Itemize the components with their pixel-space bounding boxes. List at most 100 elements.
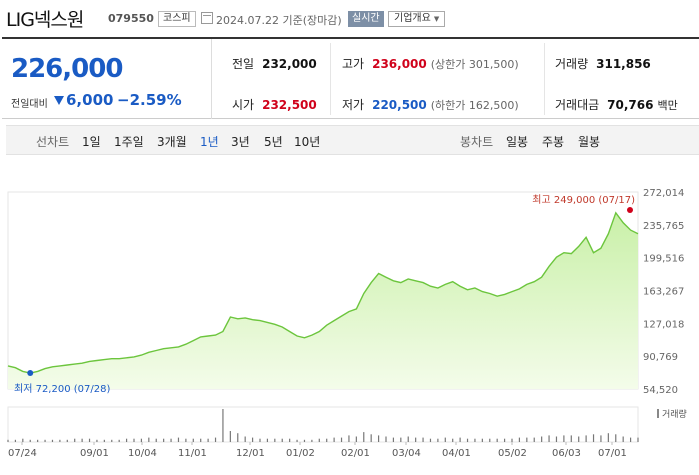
x-tick-label: 01/02 — [286, 448, 315, 459]
volume-bar — [489, 438, 491, 442]
high-label: 고가 — [342, 57, 365, 71]
volume-bar — [355, 436, 357, 442]
max-point-marker — [627, 207, 633, 213]
x-tick-label: 03/04 — [392, 448, 421, 459]
volume-bar — [637, 437, 639, 442]
tab-3y[interactable]: 3년 — [231, 135, 250, 149]
volume-bar — [200, 438, 202, 442]
x-tick-label: 09/01 — [80, 448, 109, 459]
candle-chart-label[interactable]: 봉차트 — [460, 135, 494, 149]
x-tick-label: 07/24 — [8, 448, 37, 459]
company-info-button[interactable]: 기업개요 ▼ — [388, 11, 446, 27]
volume-bar — [163, 438, 165, 442]
volume-bar — [392, 437, 395, 442]
y-tick-label: 90,769 — [643, 352, 678, 363]
volume-bar — [251, 437, 254, 442]
volume-bar — [192, 438, 194, 442]
y-tick-label: 235,765 — [643, 221, 684, 232]
x-tick-label: 04/01 — [442, 448, 471, 459]
amount-stat: 거래대금 70,766 백만 — [555, 96, 678, 113]
volume-bar — [140, 438, 143, 442]
tab-1w[interactable]: 1주일 — [114, 135, 144, 149]
price-chart[interactable]: 272,014 235,765 199,516 163,267 127,018 90,76… — [0, 165, 699, 471]
volume-bar — [111, 439, 113, 442]
line-chart-label[interactable]: 선차트 — [36, 135, 70, 149]
volume-bar — [170, 438, 172, 442]
price-chart-svg: 272,014 235,765 199,516 163,267 127,018 90,76… — [7, 188, 687, 459]
volume-bar — [585, 435, 587, 442]
prev-close-value: 232,000 — [262, 57, 317, 71]
tab-1d[interactable]: 1일 — [82, 135, 101, 149]
volume-bar — [333, 437, 335, 442]
stock-code: 079550 — [108, 12, 154, 25]
volume-bar — [340, 437, 343, 442]
tab-monthly[interactable]: 월봉 — [578, 135, 601, 149]
volume-bar — [563, 435, 565, 442]
volume-bar — [214, 437, 217, 442]
volume-bar — [66, 439, 68, 442]
volume-bar — [607, 433, 609, 442]
volume-bar — [118, 439, 120, 442]
prev-close-label: 전일 — [232, 57, 255, 71]
volume-bar — [7, 439, 9, 442]
volume-bar — [148, 437, 150, 442]
prev-close-stat: 전일 232,000 — [232, 55, 317, 72]
open-value: 232,500 — [262, 98, 317, 112]
tab-1y[interactable]: 1년 — [200, 135, 219, 149]
low-stat: 저가 220,500 (하한가 162,500) — [342, 96, 519, 113]
volume-bar — [496, 438, 498, 442]
down-triangle-icon — [54, 96, 64, 105]
volume-bar — [555, 436, 558, 442]
y-tick-label: 54,520 — [643, 385, 678, 396]
volume-bar — [444, 437, 446, 442]
volume-bar — [29, 439, 31, 442]
volume-legend-swatch — [657, 409, 659, 418]
volume-bar — [415, 437, 417, 442]
volume-bar — [481, 438, 483, 442]
volume-bar — [133, 438, 135, 442]
volume-bar — [615, 434, 617, 442]
amount-unit: 백만 — [657, 99, 678, 112]
volume-bar — [103, 439, 105, 442]
volume-bar — [177, 437, 180, 442]
divider — [544, 43, 545, 115]
volume-bar — [266, 438, 269, 442]
stock-header: LIG넥스원 079550 코스피 2024.07.22 기준(장마감) 실시간… — [0, 0, 699, 36]
volume-bar — [437, 438, 439, 442]
tab-3m[interactable]: 3개월 — [157, 135, 187, 149]
tab-weekly[interactable]: 주봉 — [542, 135, 565, 149]
company-info-label: 기업개요 — [394, 13, 431, 24]
volume-value: 311,856 — [596, 57, 651, 71]
open-label: 시가 — [232, 98, 255, 112]
volume-bar — [326, 438, 328, 442]
volume-bar — [74, 438, 76, 442]
open-stat: 시가 232,500 — [232, 96, 317, 113]
volume-bar — [303, 439, 306, 442]
amount-label: 거래대금 — [555, 98, 600, 112]
amount-value: 70,766 — [607, 98, 654, 112]
divider — [330, 43, 331, 115]
y-tick-label: 127,018 — [643, 319, 684, 330]
realtime-button[interactable]: 실시간 — [348, 11, 384, 27]
x-tick-label: 12/01 — [236, 448, 265, 459]
upper-limit: (상한가 301,500) — [430, 58, 519, 71]
volume-bar — [452, 438, 454, 442]
volume-bar — [518, 437, 521, 442]
volume-bar — [533, 437, 535, 442]
min-annotation: 최저 72,200 (07/28) — [14, 383, 110, 395]
volume-bar — [81, 438, 83, 442]
x-tick-label: 05/02 — [498, 448, 527, 459]
volume-legend-label: 거래량 — [662, 408, 687, 420]
y-tick-label: 163,267 — [643, 287, 684, 298]
volume-bar — [59, 439, 61, 442]
x-tick-label: 10/04 — [128, 448, 157, 459]
low-value: 220,500 — [372, 98, 427, 112]
y-tick-label: 272,014 — [643, 188, 684, 199]
volume-bar — [422, 437, 424, 442]
volume-bar — [125, 438, 128, 442]
volume-bar — [37, 439, 39, 442]
tab-10y[interactable]: 10년 — [294, 135, 321, 149]
tab-daily[interactable]: 일봉 — [506, 135, 529, 149]
date-text: 2024.07.22 기준(장마감) — [216, 14, 342, 27]
tab-5y[interactable]: 5년 — [264, 135, 283, 149]
